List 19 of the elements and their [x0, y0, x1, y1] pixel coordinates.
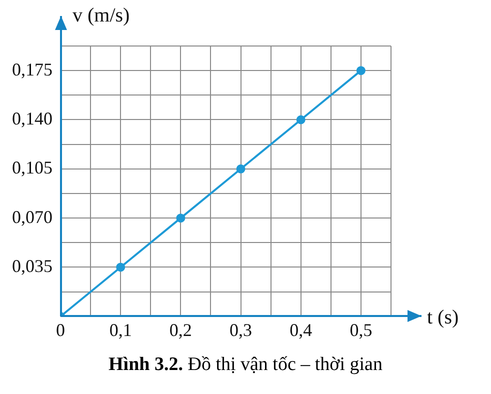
y-tick-label: 0,035: [12, 256, 52, 276]
point: [176, 214, 186, 223]
x-tick-label: 0,1: [109, 320, 132, 340]
y-tick-label: 0,140: [12, 108, 52, 128]
x-tick-label: 0: [56, 320, 65, 340]
y-tick-label: 0,175: [12, 59, 52, 80]
y-tick-label: 0,070: [12, 206, 52, 227]
x-tick-label: 0,5: [350, 320, 372, 340]
text: Hình 3.2. Đồ thị vận tốc – thời gian: [108, 354, 384, 376]
point: [236, 164, 246, 174]
point: [356, 66, 366, 76]
y-axis-title: v (m/s): [72, 4, 130, 26]
point: [116, 262, 126, 272]
x-tick-label: 0,4: [290, 320, 312, 340]
x-tick-label: 0,3: [230, 320, 252, 340]
x-axis-title: t (s): [427, 306, 459, 329]
point: [296, 115, 306, 124]
y-tick-label: 0,105: [12, 158, 52, 178]
x-tick-label: 0,2: [169, 320, 192, 340]
